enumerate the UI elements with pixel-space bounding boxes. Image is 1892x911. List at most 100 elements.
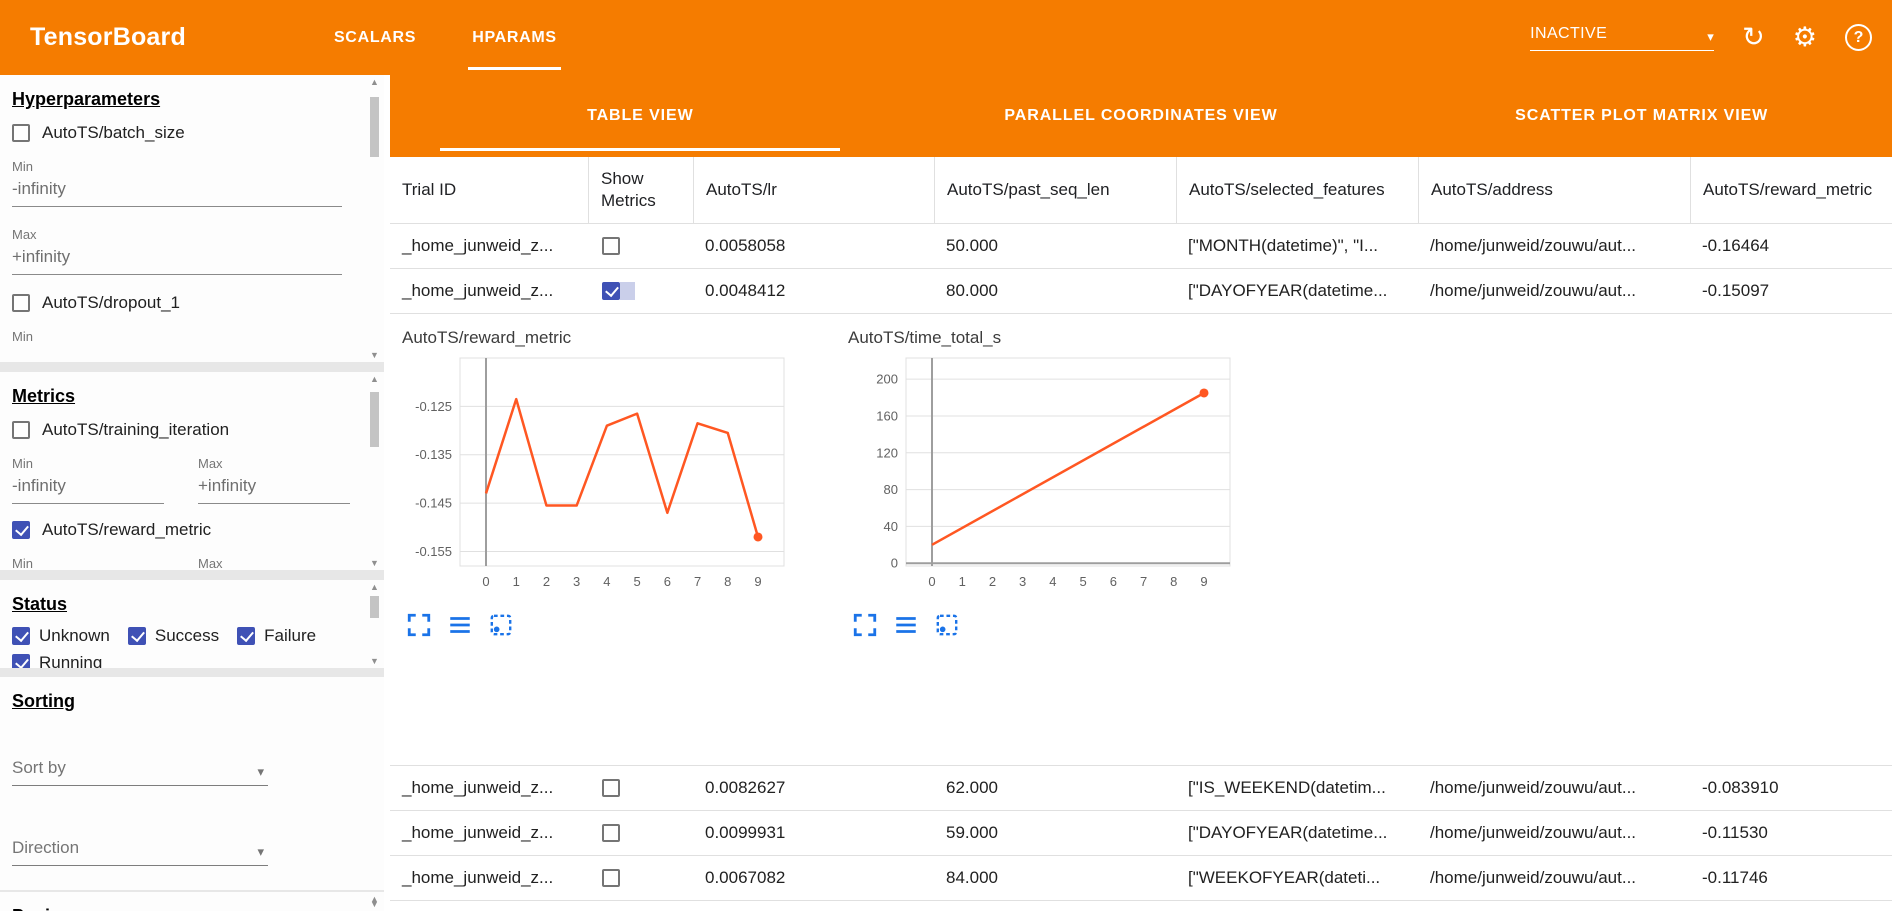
selected-features-cell: ["IS_WEEKEND(datetim... bbox=[1188, 778, 1386, 797]
address-cell: /home/junweid/zouwu/aut... bbox=[1430, 823, 1637, 842]
batch-size-label: AutoTS/batch_size bbox=[42, 123, 185, 142]
tab-scalars[interactable]: SCALARS bbox=[333, 28, 417, 46]
tab-table-view[interactable]: TABLE VIEW bbox=[390, 75, 891, 157]
address-cell: /home/junweid/zouwu/aut... bbox=[1430, 778, 1637, 797]
chart-title: AutoTS/time_total_s bbox=[848, 328, 1002, 347]
failure-checkbox[interactable] bbox=[237, 627, 256, 645]
reward-metric-cell: -0.15097 bbox=[1702, 281, 1770, 300]
scrollbar[interactable]: ▲ ▼ bbox=[367, 582, 382, 666]
app-title: TensorBoard bbox=[30, 23, 186, 51]
hyperparameters-heading: Hyperparameters bbox=[12, 89, 161, 109]
expand-icon[interactable] bbox=[406, 612, 432, 638]
running-label: Running bbox=[39, 653, 103, 668]
data-table-icon[interactable] bbox=[893, 612, 919, 638]
scroll-down-icon[interactable]: ▼ bbox=[370, 656, 379, 666]
trial-id-cell: _home_junweid_z... bbox=[402, 778, 554, 797]
param-dropout-row: AutoTS/dropout_1 bbox=[12, 293, 358, 313]
metric-training-iteration-row: AutoTS/training_iteration bbox=[12, 420, 358, 440]
sort-by-select[interactable]: Sort by ▾ bbox=[12, 752, 268, 786]
tab-scatter-plot-matrix-view[interactable]: SCATTER PLOT MATRIX VIEW bbox=[1515, 107, 1769, 124]
reward-metric-checkbox[interactable] bbox=[12, 521, 30, 539]
min-label: Min bbox=[12, 159, 33, 174]
direction-select[interactable]: Direction ▾ bbox=[12, 832, 268, 866]
scroll-down-icon[interactable]: ▼ bbox=[370, 899, 379, 909]
lr-cell: 0.0067082 bbox=[705, 868, 786, 887]
checkbox-ripple bbox=[620, 282, 635, 300]
min-label: Min bbox=[12, 456, 33, 471]
scrollbar[interactable]: ▲ ▼ bbox=[367, 374, 382, 568]
min-label: Min bbox=[12, 329, 33, 344]
max-input[interactable]: +infinity bbox=[12, 242, 342, 275]
show-metrics-checkbox[interactable] bbox=[602, 282, 620, 300]
training-iteration-checkbox[interactable] bbox=[12, 421, 30, 439]
chevron-down-icon: ▾ bbox=[257, 764, 264, 779]
status-failure: Failure bbox=[237, 626, 316, 646]
show-metrics-checkbox[interactable] bbox=[602, 779, 620, 797]
dropout-checkbox[interactable] bbox=[12, 294, 30, 312]
chevron-down-icon: ▾ bbox=[257, 844, 264, 859]
svg-text:4: 4 bbox=[603, 574, 610, 589]
status-running: Running bbox=[12, 653, 102, 668]
svg-text:-0.125: -0.125 bbox=[415, 399, 452, 414]
address-cell: /home/junweid/zouwu/aut... bbox=[1430, 236, 1637, 255]
data-table-icon[interactable] bbox=[447, 612, 473, 638]
success-checkbox[interactable] bbox=[127, 627, 146, 645]
app-toolbar: TensorBoard SCALARS HPARAMS INACTIVE ▾ ↻… bbox=[0, 0, 1892, 75]
col-past-seq-len: AutoTS/past_seq_len bbox=[934, 157, 1176, 223]
status-heading: Status bbox=[12, 594, 68, 614]
table-row: _home_junweid_z... 0.0082627 62.000 ["IS… bbox=[390, 766, 1892, 811]
tab-parallel-coordinates-view[interactable]: PARALLEL COORDINATES VIEW bbox=[1004, 107, 1278, 124]
fit-domain-icon[interactable] bbox=[934, 612, 960, 638]
expand-icon[interactable] bbox=[852, 612, 878, 638]
scroll-thumb[interactable] bbox=[370, 392, 379, 447]
sort-by-value: Sort by bbox=[12, 758, 66, 777]
min-max-labels: Min Max bbox=[12, 440, 358, 471]
scroll-up-icon[interactable]: ▲ bbox=[370, 77, 379, 87]
scroll-up-icon[interactable]: ▲ bbox=[370, 374, 379, 384]
lr-cell: 0.0058058 bbox=[705, 236, 786, 255]
show-metrics-checkbox[interactable] bbox=[602, 237, 620, 255]
scrollbar[interactable]: ▲ ▼ bbox=[367, 77, 382, 360]
tab-hparams[interactable]: HPARAMS bbox=[444, 0, 585, 75]
chart-title: AutoTS/reward_metric bbox=[402, 328, 572, 347]
reward-metric-cell: -0.083910 bbox=[1702, 778, 1779, 797]
min-input[interactable]: -infinity bbox=[12, 174, 342, 207]
sorting-heading: Sorting bbox=[12, 691, 75, 711]
chart-toolbar bbox=[852, 612, 1282, 638]
col-trial-id: Trial ID bbox=[402, 179, 457, 199]
unknown-checkbox[interactable] bbox=[12, 627, 30, 645]
scrollbar[interactable]: ▲ ▼ bbox=[367, 894, 382, 909]
show-metrics-checkbox[interactable] bbox=[602, 869, 620, 887]
lr-cell: 0.0082627 bbox=[705, 778, 786, 797]
col-reward-metric: AutoTS/reward_metric bbox=[1690, 157, 1892, 223]
fit-domain-icon[interactable] bbox=[488, 612, 514, 638]
show-metrics-cell bbox=[588, 282, 693, 300]
svg-text:0: 0 bbox=[928, 574, 935, 589]
scroll-thumb[interactable] bbox=[370, 97, 379, 157]
scroll-thumb[interactable] bbox=[370, 596, 379, 618]
metric-charts-row: AutoTS/reward_metric -0.125 -0.135 -0.145-… bbox=[390, 314, 1892, 766]
scroll-down-icon[interactable]: ▼ bbox=[370, 350, 379, 360]
help-icon[interactable]: ? bbox=[1845, 24, 1872, 51]
svg-text:-0.145: -0.145 bbox=[415, 496, 452, 511]
training-iteration-label: AutoTS/training_iteration bbox=[42, 420, 230, 439]
min-input[interactable]: -infinity bbox=[12, 471, 164, 504]
time-total-line-chart: 0 40 80 120 160 200 0 1 2 3 4 5 6 7 8 9 bbox=[876, 357, 1231, 589]
batch-size-checkbox[interactable] bbox=[12, 124, 30, 142]
scroll-up-icon[interactable]: ▲ bbox=[370, 894, 379, 904]
svg-text:3: 3 bbox=[573, 574, 580, 589]
running-checkbox[interactable] bbox=[12, 654, 30, 668]
refresh-icon[interactable]: ↻ bbox=[1742, 22, 1765, 52]
show-metrics-checkbox[interactable] bbox=[602, 824, 620, 842]
gear-icon[interactable]: ⚙ bbox=[1792, 22, 1817, 52]
status-unknown: Unknown bbox=[12, 626, 110, 646]
failure-label: Failure bbox=[264, 626, 317, 645]
lr-cell: 0.0048412 bbox=[705, 281, 786, 300]
trial-id-cell: _home_junweid_z... bbox=[402, 868, 554, 887]
max-input[interactable]: +infinity bbox=[198, 471, 350, 504]
max-label: Max bbox=[12, 227, 37, 242]
run-status-select[interactable]: INACTIVE ▾ bbox=[1530, 25, 1715, 51]
scroll-up-icon[interactable]: ▲ bbox=[370, 582, 379, 592]
scroll-down-icon[interactable]: ▼ bbox=[370, 558, 379, 568]
min-max-fields: -infinity +infinity bbox=[12, 471, 358, 504]
